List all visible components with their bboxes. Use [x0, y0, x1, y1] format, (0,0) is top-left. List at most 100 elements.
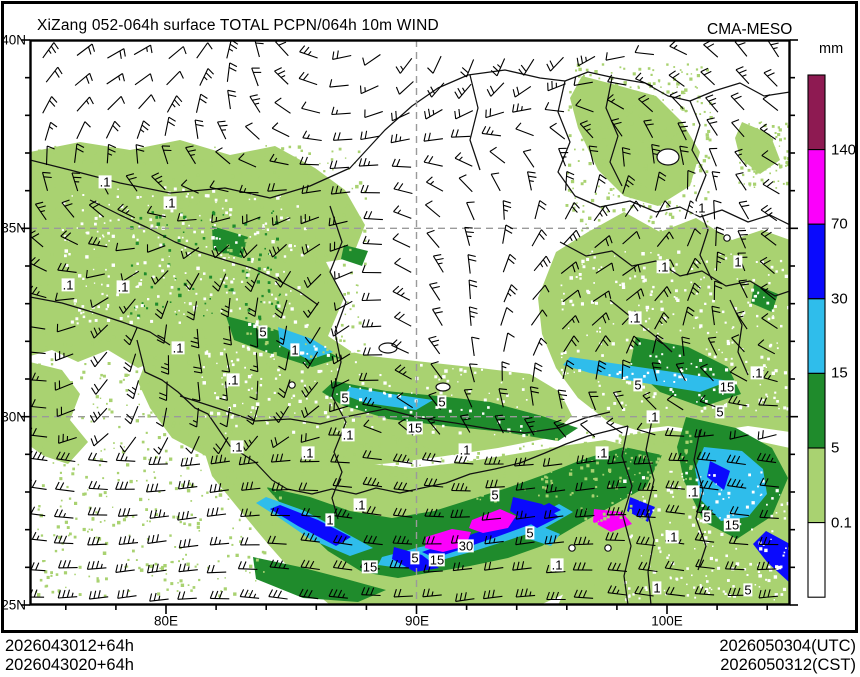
wind-barb [105, 121, 116, 139]
wind-barb [562, 360, 568, 380]
contour-label: .1 [98, 174, 112, 190]
contour-label: .1 [646, 409, 660, 425]
wind-barb [652, 334, 658, 354]
lat-label-35N: 35N [1, 220, 26, 236]
chart-title: XiZang 052-064h surface TOTAL PCPN/064h … [37, 17, 439, 34]
wind-barb [711, 306, 715, 326]
precip-patch-cyan [563, 357, 729, 392]
wind-barb [458, 177, 473, 193]
footer-valid-times: 2026050304(UTC) 2026050312(CST) [719, 637, 856, 675]
wind-barb [468, 279, 471, 300]
wind-barb [211, 217, 231, 224]
lat-label-25N: 25N [1, 597, 26, 613]
map-content-layer [30, 40, 790, 605]
wind-barb [129, 353, 137, 372]
wind-barb [256, 328, 259, 348]
colorbar [807, 74, 826, 598]
lat-label-40N: 40N [1, 32, 26, 48]
wind-barb [269, 160, 289, 166]
wind-barb [432, 55, 442, 74]
wind-barb [634, 592, 654, 597]
wind-barb [738, 280, 748, 299]
wind-barb [592, 290, 610, 302]
wind-barb [624, 200, 637, 218]
wind-barb [198, 354, 203, 374]
precip-patch-blue [707, 461, 730, 490]
footer-init-line1: 2026043012+64h [5, 637, 134, 655]
wind-barb [93, 432, 109, 447]
wind-barb [76, 96, 91, 112]
wind-barb [280, 270, 292, 288]
wind-barb [138, 94, 152, 110]
contour-label: 5 [715, 404, 725, 420]
wind-barb [61, 202, 75, 218]
contour-label: 15 [428, 552, 446, 568]
wind-barb [393, 188, 413, 195]
wind-barb [242, 216, 261, 225]
boundary-line [179, 395, 611, 434]
wind-barb [423, 570, 443, 573]
wind-barb [595, 262, 613, 274]
contour-label: 5 [633, 377, 643, 393]
wind-barb [134, 73, 151, 86]
wind-barb [335, 300, 353, 311]
wind-barb [392, 238, 411, 248]
wind-barb [166, 70, 181, 86]
wind-barb [622, 230, 638, 245]
wind-barb [454, 157, 473, 167]
wind-barb [91, 297, 109, 308]
contour-label: .1 [116, 279, 130, 295]
boundary-line [557, 80, 790, 226]
wind-barb [197, 381, 201, 401]
wind-barb [563, 335, 575, 353]
wind-barb [642, 395, 657, 410]
colorbar-segment [807, 447, 826, 524]
contour-label: 15 [723, 517, 741, 533]
wind-barb [681, 336, 685, 356]
wind-barb [665, 567, 685, 572]
wind-barb [543, 463, 563, 467]
wind-barb [154, 270, 169, 285]
station-marker [723, 234, 731, 242]
wind-barb [763, 72, 778, 87]
wind-barb [588, 392, 597, 411]
wind-barb [133, 44, 151, 56]
wind-barb [605, 55, 625, 61]
wind-barb [177, 218, 197, 222]
wind-barb [523, 58, 535, 76]
wind-barb [272, 436, 290, 449]
contour-label: 30 [457, 538, 475, 554]
wind-barb [307, 301, 320, 318]
wind-barb [124, 436, 137, 453]
wind-barb [363, 217, 383, 221]
wind-barb [332, 484, 352, 488]
wind-barb [760, 233, 777, 246]
wind-barb [675, 364, 686, 382]
wind-barb [695, 539, 715, 543]
wind-barb [625, 288, 642, 301]
wind-barb [181, 184, 199, 194]
boundary-line [609, 299, 673, 353]
boundary-line [645, 419, 655, 605]
wind-barb [147, 245, 166, 253]
colorbar-tick-5: 5 [831, 439, 840, 457]
wind-barb [299, 163, 319, 166]
wind-barb [224, 381, 228, 401]
wind-barb [760, 287, 776, 301]
wind-barb [532, 362, 536, 382]
wind-barb [399, 57, 413, 74]
wind-barb [331, 112, 351, 116]
wind-barb [238, 158, 257, 168]
wind-barb [531, 229, 542, 247]
wind-barb [564, 202, 575, 220]
station-marker [288, 381, 296, 389]
wind-barb [74, 72, 91, 86]
wind-barb [168, 46, 184, 60]
wind-barb [621, 359, 624, 380]
precip-patch-lightgreen [735, 122, 780, 174]
dashed-gridlines [30, 40, 790, 605]
contour-label: .1 [230, 439, 244, 455]
contour-label: 5 [743, 582, 753, 598]
